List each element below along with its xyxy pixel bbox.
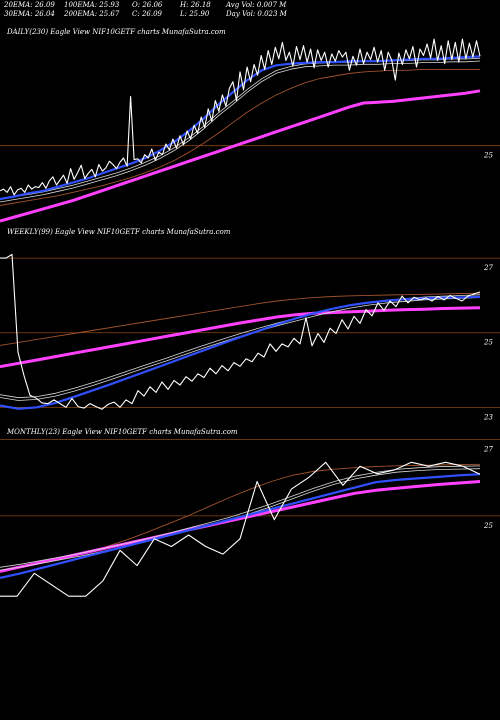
stat-close: C: 26.09 [132, 10, 162, 18]
ema-brown-line [0, 68, 480, 206]
ema-white-line [0, 297, 481, 401]
stat-high: H: 26.18 [180, 1, 211, 9]
ema-brown-line [0, 292, 481, 346]
y-tick-label: 25 [483, 522, 493, 530]
panel-label: DAILY(230) Eagle View NIF10GETF charts M… [6, 28, 226, 36]
stat-open: O: 26.06 [132, 1, 163, 9]
price-line [0, 253, 481, 410]
stat-100ema: 100EMA: 25.93 [64, 1, 120, 9]
stat-30ema: 30EMA: 26.04 [4, 10, 55, 18]
stats-header: 20EMA: 26.09 100EMA: 25.93 O: 26.06 H: 2… [4, 0, 500, 20]
stat-200ema: 200EMA: 25.67 [64, 10, 120, 18]
panel-label: MONTHLY(23) Eagle View NIF10GETF charts … [6, 428, 238, 436]
panel-1: WEEKLY(99) Eagle View NIF10GETF charts M… [0, 228, 500, 421]
panel-0: DAILY(230) Eagle View NIF10GETF charts M… [0, 28, 500, 223]
stat-20ema: 20EMA: 26.09 [4, 1, 55, 9]
y-tick-label: 27 [483, 445, 493, 453]
stat-day-vol: Day Vol: 0.023 M [226, 10, 287, 18]
ema-white-line [0, 57, 481, 200]
ema-blue-line [0, 473, 481, 579]
y-tick-label: 27 [483, 264, 493, 272]
y-tick-label: 25 [483, 152, 493, 160]
price-line [0, 461, 481, 597]
ema-magenta-line [0, 480, 481, 573]
ema-blue-line [0, 55, 481, 201]
y-tick-label: 23 [483, 413, 493, 421]
panel-2: MONTHLY(23) Eagle View NIF10GETF charts … [0, 428, 500, 597]
price-line [0, 38, 481, 196]
y-tick-label: 25 [483, 339, 493, 347]
ema-white-line [0, 60, 481, 203]
panel-label: WEEKLY(99) Eagle View NIF10GETF charts M… [7, 228, 231, 236]
stat-avg-vol: Avg Vol: 0.007 M [226, 1, 287, 9]
stat-low: L: 25.90 [180, 10, 210, 18]
ema-magenta-line [0, 306, 481, 369]
ema-magenta-line [0, 89, 481, 223]
ema-white-line [0, 465, 481, 568]
